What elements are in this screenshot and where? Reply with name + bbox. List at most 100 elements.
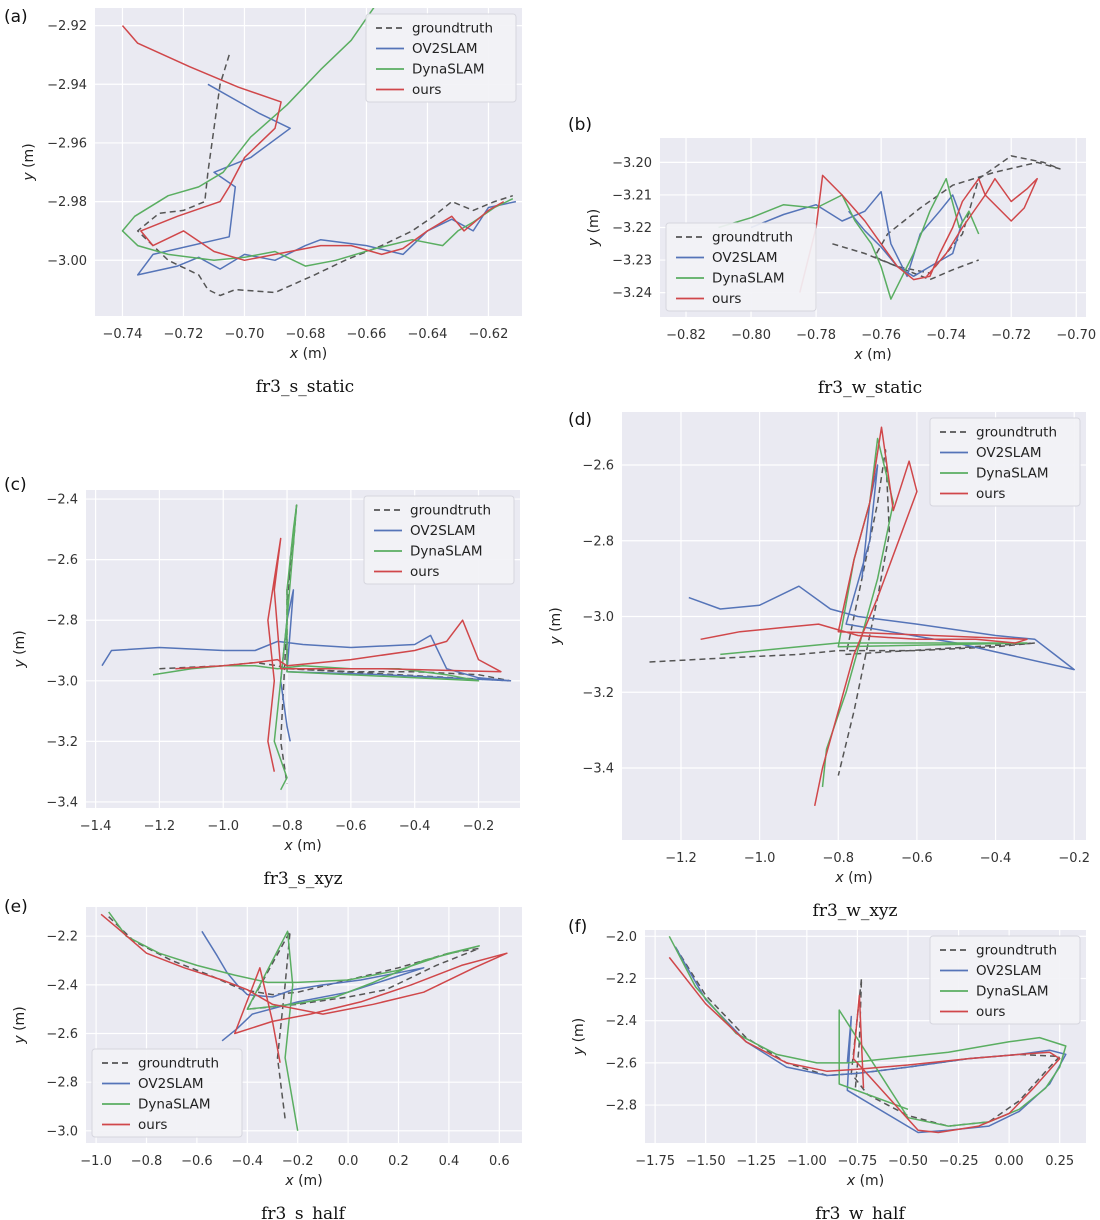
x-tick-label: −0.80 — [731, 328, 771, 343]
x-tick-label: −1.75 — [635, 1154, 675, 1169]
y-tick-label: −2.4 — [46, 493, 78, 508]
chart-panel-fr3-w-static: (b) fr3_w_static −0.82 −0.80 −0.78 −0.76 −0.74… — [568, 115, 1096, 398]
x-tick-label: −0.6 — [181, 1154, 213, 1169]
y-tick-label: −3.0 — [582, 610, 614, 625]
series-line-dynaslam — [718, 177, 980, 300]
series-line-ours — [175, 537, 502, 772]
x-tick-label: −0.70 — [225, 327, 265, 342]
series-line-groundtruth — [649, 449, 1036, 776]
chart-panel-fr3-w-half: (f) fr3_w_half −1.75 −1.50 −1.25 −1.00 −0.75 −0… — [568, 917, 1086, 1220]
series-line-ours — [100, 913, 508, 1063]
legend-label-groundtruth: groundtruth — [412, 21, 493, 37]
y-axis-label: y (m) — [548, 607, 564, 645]
y-axis-label: y (m) — [21, 143, 37, 181]
x-axis-label: x (m) — [846, 1173, 884, 1189]
x-tick-label: 0.25 — [1045, 1154, 1074, 1169]
chart-panel-fr3-s-xyz: (c) fr3_s_xyz −1.4 −1.2 −1.0 −0.8 −0.6 −0.4 −0.2… — [4, 475, 520, 889]
y-tick-label: −3.0 — [46, 674, 78, 689]
legend-label-dynaslam: DynaSLAM — [412, 62, 485, 78]
x-tick-label: −0.82 — [666, 328, 706, 343]
y-tick-label: −3.4 — [46, 795, 78, 810]
x-tick-label: −1.0 — [744, 851, 776, 866]
series-line-dynaslam — [108, 911, 480, 1131]
x-tick-label: −0.78 — [796, 328, 836, 343]
y-tick-label: −2.6 — [46, 1027, 78, 1042]
panel-caption: fr3_s_static — [256, 377, 354, 397]
x-axis-label: x (m) — [834, 870, 872, 886]
y-tick-label: −2.6 — [605, 1056, 637, 1071]
x-tick-label: −1.4 — [80, 819, 112, 834]
x-tick-label: −1.50 — [686, 1154, 726, 1169]
series-line-ov2slam — [674, 946, 1067, 1134]
y-axis-label: y (m) — [12, 630, 28, 668]
legend-box — [929, 417, 1081, 507]
legend-label-dynaslam: DynaSLAM — [410, 544, 483, 560]
series-line-ov2slam — [688, 464, 1075, 671]
x-tick-label: −0.2 — [463, 819, 495, 834]
x-tick-label: −0.66 — [347, 327, 387, 342]
y-tick-label: −2.98 — [47, 195, 87, 210]
legend-label-dynaslam: DynaSLAM — [976, 466, 1049, 482]
y-tick-label: −2.4 — [46, 978, 78, 993]
x-tick-label: −0.72 — [991, 328, 1031, 343]
legend-label-ov2slam: OV2SLAM — [410, 523, 476, 539]
series-line-ours — [799, 174, 1038, 293]
x-tick-label: −0.68 — [286, 327, 326, 342]
x-tick-label: −1.0 — [80, 1154, 112, 1169]
y-tick-label: −2.2 — [605, 972, 637, 987]
panel-label: (e) — [4, 897, 28, 917]
x-tick-label: −0.8 — [131, 1154, 163, 1169]
x-axis-label: x (m) — [289, 346, 327, 362]
legend-label-ov2slam: OV2SLAM — [976, 445, 1042, 461]
series-line-dynaslam — [121, 8, 514, 267]
legend-label-ov2slam: OV2SLAM — [412, 41, 478, 57]
series-line-dynaslam — [668, 935, 1067, 1127]
x-tick-label: −0.72 — [164, 327, 204, 342]
series-line-ours — [668, 956, 1061, 1134]
legend-box — [91, 1048, 243, 1138]
panel-label: (b) — [568, 115, 592, 135]
x-tick-label: −0.75 — [837, 1154, 877, 1169]
series-line-ours — [700, 426, 1028, 807]
y-axis-label: y (m) — [586, 209, 602, 247]
x-tick-label: −0.64 — [408, 327, 448, 342]
chart-panel-fr3-w-xyz: (d) fr3_w_xyz −1.2 −1.0 −0.8 −0.6 −0.4 −0.2 −2.6… — [548, 410, 1090, 921]
legend-label-dynaslam: DynaSLAM — [976, 984, 1049, 1000]
y-tick-label: −2.0 — [605, 930, 637, 945]
y-axis-label: y (m) — [571, 1018, 587, 1056]
legend-box — [365, 13, 517, 103]
legend-label-dynaslam: DynaSLAM — [138, 1097, 211, 1113]
legend-label-groundtruth: groundtruth — [138, 1056, 219, 1072]
panel-caption: fr3_w_xyz — [813, 901, 898, 921]
x-tick-label: −1.2 — [665, 851, 697, 866]
series-line-dynaslam — [152, 504, 480, 791]
x-tick-label: −0.74 — [926, 328, 966, 343]
panel-label: (a) — [4, 7, 28, 27]
series-line-ours — [121, 25, 505, 262]
x-tick-label: −0.62 — [469, 327, 509, 342]
x-tick-label: −0.2 — [1058, 851, 1090, 866]
x-tick-label: 0.0 — [338, 1154, 359, 1169]
y-tick-label: −3.2 — [46, 735, 78, 750]
legend-label-ours: ours — [712, 291, 741, 307]
legend-label-ov2slam: OV2SLAM — [712, 250, 778, 266]
x-axis-label: x (m) — [283, 838, 321, 854]
x-tick-label: −0.4 — [980, 851, 1012, 866]
legend-label-dynaslam: DynaSLAM — [712, 271, 785, 287]
panel-caption: fr3_w_static — [818, 378, 922, 398]
x-axis-label: x (m) — [284, 1173, 322, 1189]
chart-panel-fr3-s-static: (a) fr3_s_static −0.74 −0.72 −0.70 −0.68 −0.66… — [4, 7, 522, 397]
legend-label-ours: ours — [976, 486, 1005, 502]
y-tick-label: −2.6 — [582, 459, 614, 474]
chart-panel-fr3-s-half: (e) fr3_s_half −1.0 −0.8 −0.6 −0.4 −0.2 0.0 0.2 0… — [4, 897, 522, 1220]
panel-label: (c) — [4, 475, 27, 495]
legend: groundtruth OV2SLAM DynaSLAM ours — [929, 935, 1081, 1025]
y-tick-label: −2.6 — [46, 553, 78, 568]
x-tick-label: 0.6 — [489, 1154, 510, 1169]
y-tick-label: −3.00 — [47, 254, 87, 269]
x-tick-label: −0.25 — [939, 1154, 979, 1169]
x-tick-label: 0.2 — [388, 1154, 409, 1169]
y-axis-label: y (m) — [12, 1006, 28, 1044]
x-tick-label: −1.2 — [144, 819, 176, 834]
y-tick-label: −2.92 — [47, 19, 87, 34]
